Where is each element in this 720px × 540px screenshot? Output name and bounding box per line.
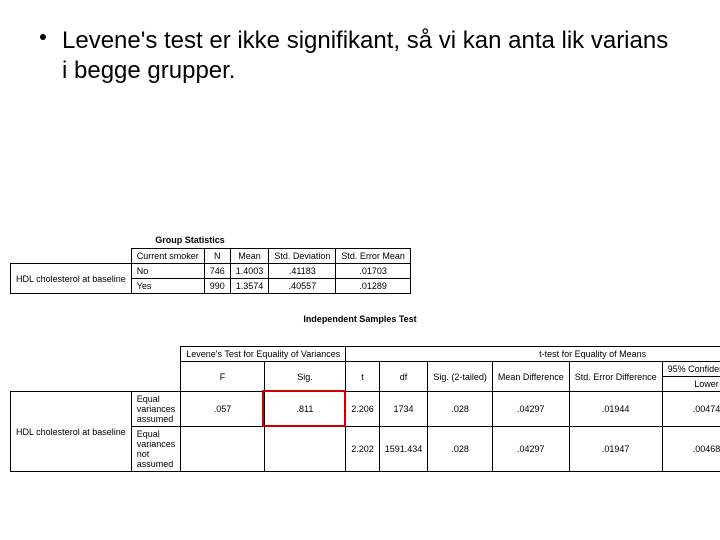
table-row: HDL cholesterol at baseline No 746 1.400…: [11, 264, 411, 279]
cell: .01944: [569, 392, 662, 427]
cell: 1.4003: [230, 264, 269, 279]
table-row: HDL cholesterol at baseline Equal varian…: [11, 392, 720, 427]
group-stats-wrapper: Group Statistics Current smoker N Mean S…: [10, 235, 710, 294]
cell: 2.206: [346, 392, 380, 427]
col-sed: Std. Error Difference: [569, 362, 662, 392]
bullet-item: Levene's test er ikke signifikant, så vi…: [62, 26, 680, 86]
cell: 746: [204, 264, 230, 279]
col-f: F: [181, 362, 264, 392]
tables-region: Group Statistics Current smoker N Mean S…: [10, 235, 710, 472]
row-header: HDL cholesterol at baseline: [11, 392, 132, 472]
cell: [181, 427, 264, 472]
cell: 1.3574: [230, 279, 269, 294]
table-row: Current smoker N Mean Std. Deviation Std…: [11, 249, 411, 264]
indep-test-wrapper: Independent Samples Test Levene's Test f…: [10, 314, 710, 472]
col-p: Sig. (2-tailed): [428, 362, 493, 392]
cell: Equal variances assumed: [131, 392, 181, 427]
col-n: N: [204, 249, 230, 264]
bullet-dot: [40, 34, 46, 40]
cell: 1591.434: [379, 427, 428, 472]
cell: Equal variances not assumed: [131, 427, 181, 472]
cell: 990: [204, 279, 230, 294]
indep-test-table: Levene's Test for Equality of Variances …: [10, 346, 720, 472]
levene-header: Levene's Test for Equality of Variances: [181, 347, 346, 362]
cell: .00468: [662, 427, 720, 472]
bullet-text: Levene's test er ikke signifikant, så vi…: [62, 27, 668, 84]
group-stats-table: Current smoker N Mean Std. Deviation Std…: [10, 248, 411, 294]
col-lower: Lower: [662, 377, 720, 392]
cell: .028: [428, 427, 493, 472]
cell: .01289: [336, 279, 411, 294]
table-row: Levene's Test for Equality of Variances …: [11, 347, 720, 362]
cell: .00474: [662, 392, 720, 427]
cell: .04297: [492, 427, 569, 472]
col-t: t: [346, 362, 380, 392]
group-stats-title: Group Statistics: [10, 235, 370, 245]
col-group: Current smoker: [131, 249, 204, 264]
indep-title: Independent Samples Test: [10, 314, 710, 324]
col-mean: Mean: [230, 249, 269, 264]
col-ci: 95% Confidence Interval of the Differenc…: [662, 362, 720, 377]
cell: .41183: [269, 264, 336, 279]
blank-cell: [11, 347, 181, 392]
cell: .01703: [336, 264, 411, 279]
cell: Yes: [131, 279, 204, 294]
highlight-rect: [262, 390, 346, 427]
cell: .01947: [569, 427, 662, 472]
col-sd: Std. Deviation: [269, 249, 336, 264]
cell: 2.202: [346, 427, 380, 472]
blank-cell: [11, 249, 132, 264]
cell: [264, 427, 346, 472]
cell: No: [131, 264, 204, 279]
col-se: Std. Error Mean: [336, 249, 411, 264]
ttest-header: t-test for Equality of Means: [346, 347, 720, 362]
row-header: HDL cholesterol at baseline: [11, 264, 132, 294]
col-md: Mean Difference: [492, 362, 569, 392]
col-df: df: [379, 362, 428, 392]
cell: .40557: [269, 279, 336, 294]
cell: .057: [181, 392, 264, 427]
cell: .028: [428, 392, 493, 427]
cell: 1734: [379, 392, 428, 427]
col-sig: Sig.: [264, 362, 346, 392]
cell: .04297: [492, 392, 569, 427]
